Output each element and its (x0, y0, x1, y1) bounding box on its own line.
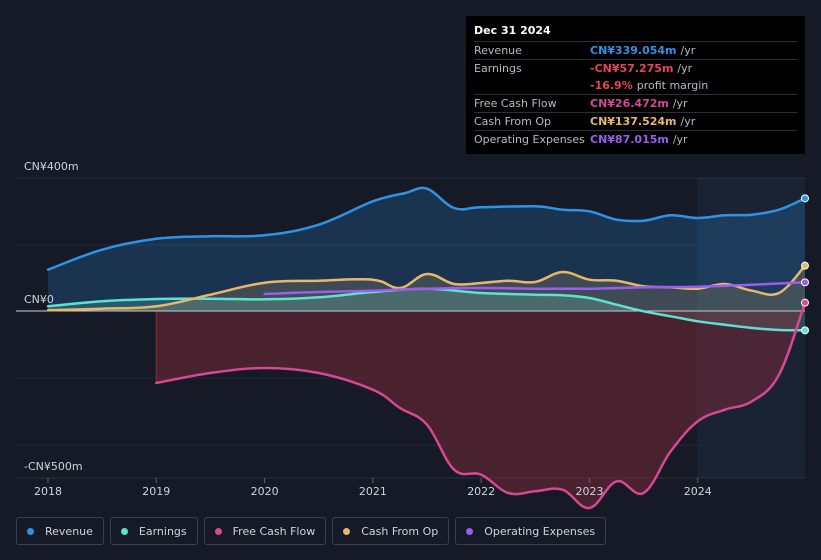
tooltip-label: Earnings (474, 62, 522, 75)
tooltip-value: CN¥87.015m (590, 133, 669, 146)
chart: CN¥400m CN¥0 -CN¥500m 2018 2019 2020 2021 20… (16, 160, 809, 510)
y-label-zero: CN¥0 (24, 293, 54, 306)
legend-dot-icon (214, 527, 222, 535)
tooltip-value: -16.9% (590, 79, 633, 92)
legend-label: Operating Expenses (484, 524, 596, 538)
revenue-line (46, 186, 807, 271)
x-tick-label: 2023 (575, 485, 603, 498)
legend-item-cash-from-op[interactable]: Cash From Op (332, 517, 450, 545)
legend-dot-icon (120, 527, 128, 535)
tooltip-row: Free Cash Flow CN¥26.472m/yr (474, 94, 797, 112)
cash-from-op-endpoint[interactable] (801, 261, 809, 270)
legend-label: Earnings (138, 524, 187, 538)
tooltip-value: CN¥26.472m (590, 97, 669, 110)
free-cash-flow-endpoint[interactable] (801, 298, 809, 307)
x-tick-label: 2024 (684, 485, 712, 498)
x-tick-label: 2018 (34, 485, 62, 498)
tooltip-label: Operating Expenses (474, 133, 585, 146)
tooltip-value: -CN¥57.275m (590, 62, 674, 75)
tooltip-label: Cash From Op (474, 115, 552, 128)
legend-dot-icon (466, 527, 474, 535)
legend-item-free-cash-flow[interactable]: Free Cash Flow (203, 517, 327, 545)
free-cash-flow-line (155, 301, 807, 510)
legend-dot-icon (27, 527, 34, 535)
tooltip-label: Revenue (474, 44, 522, 57)
legend-item-earnings[interactable]: Earnings (109, 517, 198, 545)
legend-label: Free Cash Flow (232, 524, 316, 538)
x-tick-label: 2019 (142, 485, 170, 498)
x-tick-label: 2020 (251, 485, 279, 498)
operating-expenses-endpoint[interactable] (801, 278, 809, 287)
tooltip-unit: /yr (680, 115, 696, 128)
legend-item-operating-expenses[interactable]: Operating Expenses (455, 517, 607, 545)
legend-label: Revenue (45, 524, 93, 538)
x-tick-label: 2022 (467, 485, 495, 498)
x-tick-label: 2021 (359, 485, 387, 498)
tooltip-unit: /yr (677, 62, 693, 75)
tooltip-row: Cash From Op CN¥137.524m/yr (474, 112, 797, 130)
tooltip-row: Earnings -CN¥57.275m/yr (474, 59, 797, 77)
tooltip-value: CN¥339.054m (590, 44, 677, 57)
earnings-endpoint[interactable] (801, 326, 809, 335)
tooltip: Dec 31 2024 Revenue CN¥339.054m/yr Earning… (466, 16, 805, 154)
tooltip-unit: profit margin (636, 79, 709, 92)
legend-label: Cash From Op (361, 524, 439, 538)
tooltip-row: Revenue CN¥339.054m/yr (474, 41, 797, 59)
revenue-endpoint[interactable] (801, 194, 809, 203)
earnings-area (48, 288, 805, 331)
tooltip-value: CN¥137.524m (590, 115, 677, 128)
legend-item-revenue[interactable]: Revenue (16, 517, 104, 545)
tooltip-row: -16.9% profit margin (474, 77, 797, 94)
tooltip-unit: /yr (672, 133, 688, 146)
tooltip-unit: /yr (680, 44, 696, 57)
y-label-top: CN¥400m (24, 160, 79, 173)
tooltip-row: Operating Expenses CN¥87.015m/yr (474, 130, 797, 148)
free-cash-flow-area (156, 302, 806, 509)
tooltip-date: Dec 31 2024 (474, 24, 551, 37)
legend: Revenue Earnings Free Cash Flow Cash From O… (16, 517, 607, 545)
tooltip-label: Free Cash Flow (474, 97, 557, 110)
y-label-bottom: -CN¥500m (24, 460, 83, 473)
earnings-line (46, 287, 807, 332)
tooltip-label (474, 77, 590, 94)
legend-dot-icon (343, 527, 351, 535)
tooltip-unit: /yr (672, 97, 688, 110)
operating-expenses-line (263, 281, 807, 296)
